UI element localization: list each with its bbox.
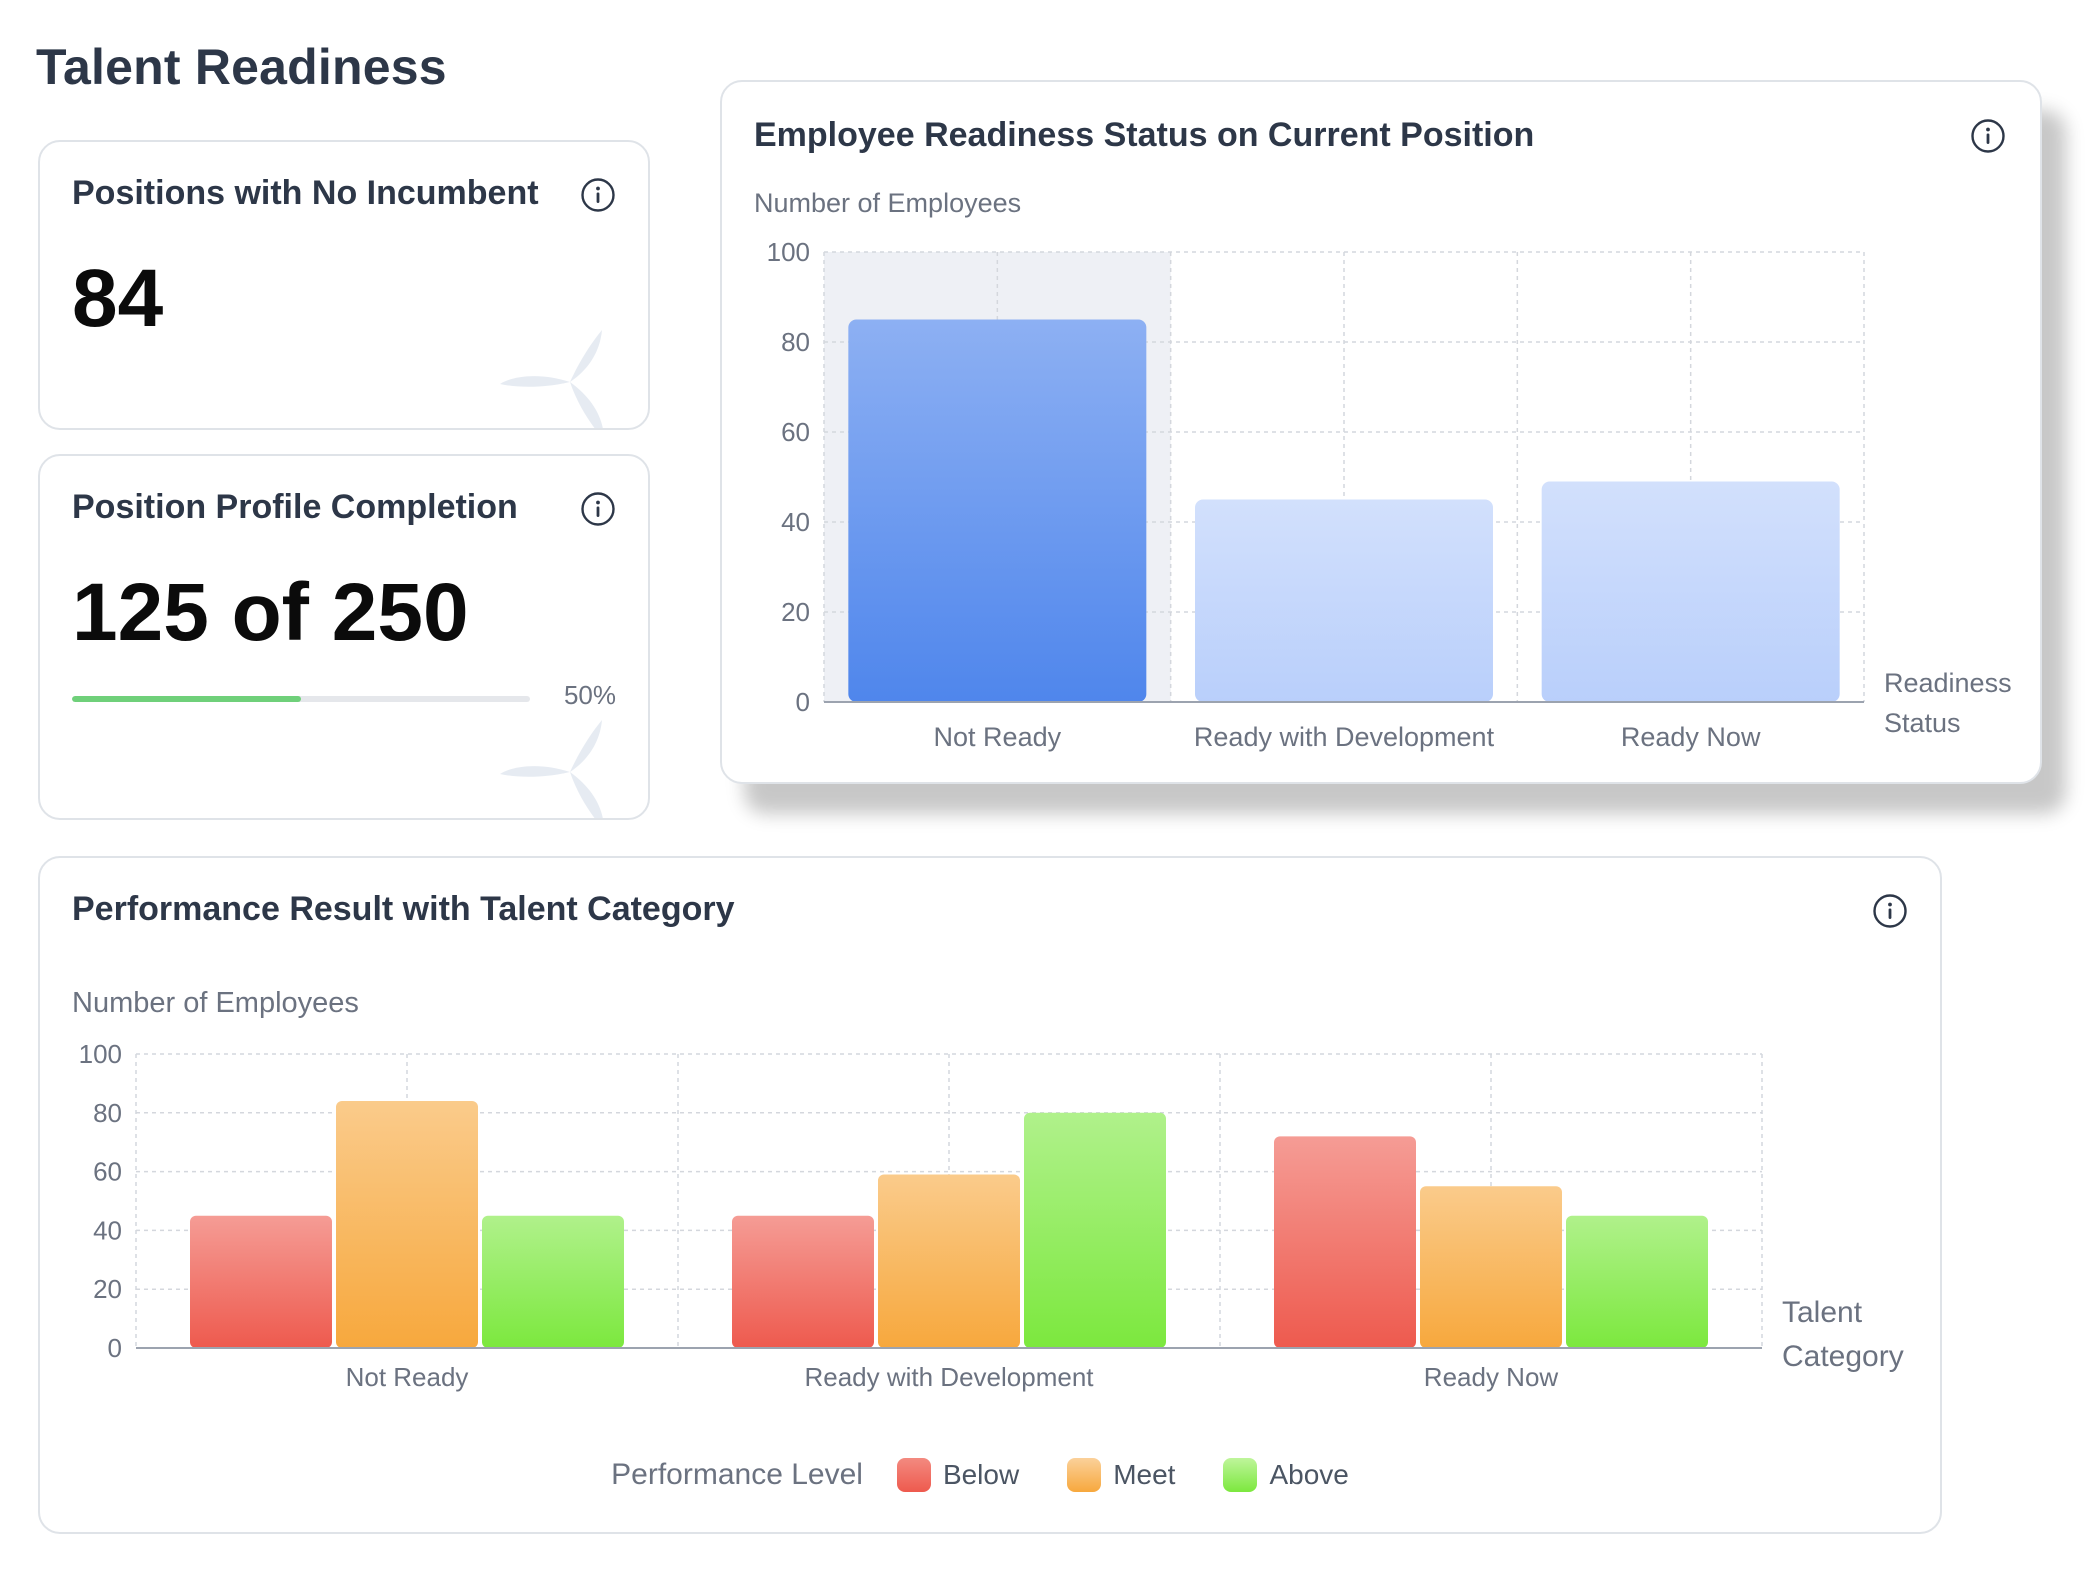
legend-label-above: Above xyxy=(1269,1459,1349,1490)
progress-percent: 50% xyxy=(563,680,616,710)
no-incumbent-value: 84 xyxy=(72,253,164,344)
y-tick-label: 60 xyxy=(93,1157,122,1187)
bar-ready-now-meet[interactable] xyxy=(1420,1186,1562,1348)
y-tick-label: 80 xyxy=(781,327,810,357)
x-tick-label: Not Ready xyxy=(346,1362,469,1392)
x-tick-label: Ready Now xyxy=(1424,1362,1559,1392)
profile-completion-card: Position Profile Completion 125 of 250 5… xyxy=(38,454,650,820)
performance-chart-card: Performance Result with Talent Category … xyxy=(38,856,1942,1534)
bar-ready-now-below[interactable] xyxy=(1274,1136,1416,1348)
performance-legend: Performance Level Below Meet Above xyxy=(40,1458,1940,1492)
legend-item-below[interactable]: Below xyxy=(896,1458,1020,1492)
x-tick-label: Ready with Development xyxy=(1194,722,1495,752)
no-incumbent-title: Positions with No Incumbent xyxy=(72,174,539,212)
y-tick-label: 100 xyxy=(79,1039,122,1069)
y-tick-label: 0 xyxy=(796,687,810,717)
bar-not-ready[interactable] xyxy=(848,319,1147,703)
y-tick-label: 40 xyxy=(93,1215,122,1245)
x-axis-label: Talent Category xyxy=(1782,1296,1904,1373)
y-tick-label: 0 xyxy=(108,1333,122,1363)
profile-completion-title: Position Profile Completion xyxy=(72,488,518,526)
bar-not-ready-below[interactable] xyxy=(190,1215,332,1348)
y-tick-label: 20 xyxy=(93,1274,122,1304)
y-axis-label: Number of Employees xyxy=(72,987,359,1019)
bar-ready-with-development-meet[interactable] xyxy=(878,1174,1020,1348)
bar-ready-with-development-below[interactable] xyxy=(732,1215,874,1348)
progress-track xyxy=(72,696,530,702)
y-tick-label: 100 xyxy=(767,237,810,267)
profile-completion-value: 125 of 250 xyxy=(72,567,469,658)
y-tick-label: 80 xyxy=(93,1098,122,1128)
y-tick-label: 60 xyxy=(781,417,810,447)
pinwheel-watermark-icon xyxy=(500,720,603,818)
x-tick-label: Not Ready xyxy=(934,722,1062,752)
legend-swatch-meet xyxy=(1067,1458,1102,1492)
x-tick-label: Ready with Development xyxy=(804,1362,1094,1392)
x-axis-label: Readiness Status xyxy=(1884,668,2012,738)
legend-swatch-below xyxy=(896,1458,931,1492)
readiness-chart-card: Employee Readiness Status on Current Pos… xyxy=(720,80,2042,784)
info-icon[interactable] xyxy=(580,177,616,213)
info-icon[interactable] xyxy=(1970,118,2006,154)
bar-ready-with-development-above[interactable] xyxy=(1024,1112,1166,1348)
legend-label-below: Below xyxy=(942,1459,1020,1490)
legend-label-meet: Meet xyxy=(1113,1459,1176,1490)
readiness-bar-chart: 0 20 40 60 80 100 Number of Employees Not Ready… xyxy=(754,188,2012,752)
legend-item-above[interactable]: Above xyxy=(1223,1458,1349,1492)
y-tick-label: 40 xyxy=(781,507,810,537)
legend-item-meet[interactable]: Meet xyxy=(1067,1458,1175,1492)
legend-title: Performance Level xyxy=(611,1458,863,1491)
readiness-chart-title: Employee Readiness Status on Current Pos… xyxy=(754,116,1535,154)
legend-swatch-above xyxy=(1223,1458,1258,1492)
info-icon[interactable] xyxy=(580,491,616,527)
no-incumbent-card: Positions with No Incumbent 84 xyxy=(38,140,650,430)
page-title: Talent Readiness xyxy=(36,39,447,95)
bar-ready-now[interactable] xyxy=(1541,481,1840,703)
pinwheel-watermark-icon xyxy=(500,330,603,428)
bar-ready-now-above[interactable] xyxy=(1566,1215,1708,1348)
y-tick-label: 20 xyxy=(781,597,810,627)
bar-not-ready-above[interactable] xyxy=(482,1215,624,1348)
progress-fill xyxy=(72,696,301,702)
info-icon[interactable] xyxy=(1872,893,1908,929)
performance-chart-title: Performance Result with Talent Category xyxy=(72,890,735,928)
x-tick-label: Ready Now xyxy=(1621,722,1761,752)
bar-not-ready-meet[interactable] xyxy=(336,1101,478,1348)
performance-bar-chart: 0 20 40 60 80 100 Number of Employees Not Ready… xyxy=(72,987,1904,1392)
bar-ready-with-development[interactable] xyxy=(1195,499,1493,703)
y-axis-label: Number of Employees xyxy=(754,188,1021,218)
